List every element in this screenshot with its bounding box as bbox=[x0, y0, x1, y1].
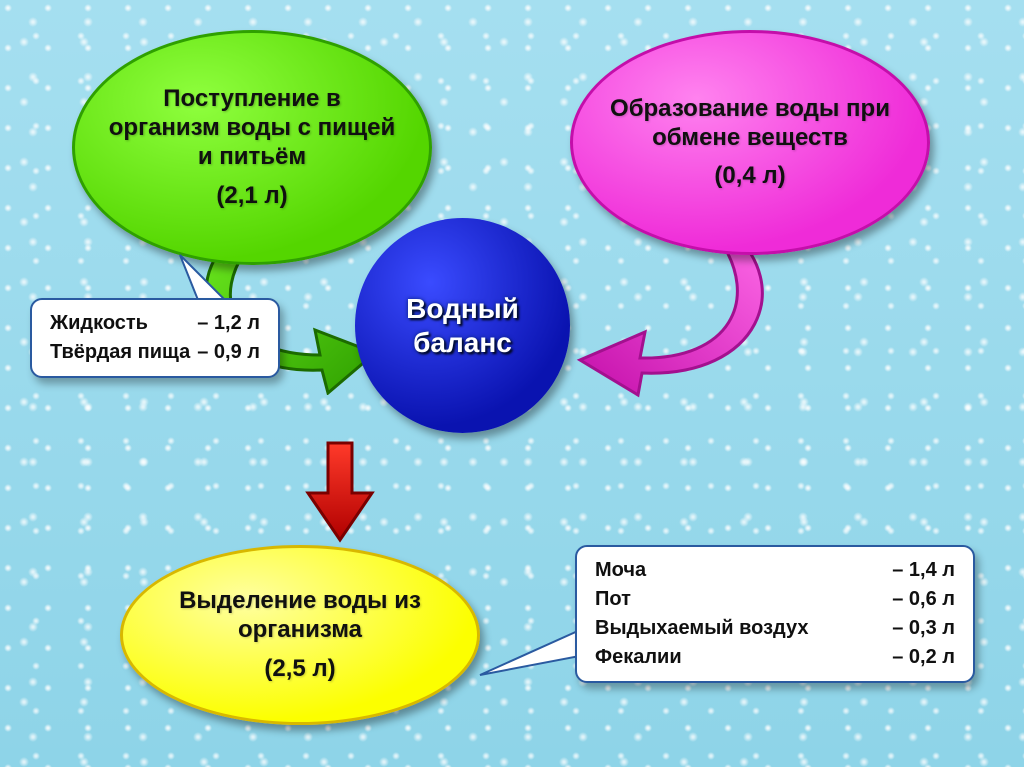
output-detail-row: Выдыхаемый воздух – 0,3 л bbox=[595, 617, 955, 640]
arrow-center-to-output bbox=[300, 438, 380, 548]
output-detail-value: – 1,4 л bbox=[892, 559, 955, 582]
output-detail-label: Фекалии bbox=[595, 646, 682, 669]
metabolic-title: Образование воды при обмене веществ bbox=[603, 95, 897, 153]
output-detail-label: Моча bbox=[595, 559, 646, 582]
output-detail-label: Выдыхаемый воздух bbox=[595, 617, 809, 640]
intake-detail-value: – 0,9 л bbox=[197, 341, 260, 364]
output-detail-value: – 0,2 л bbox=[892, 646, 955, 669]
output-node: Выделение воды из организма (2,5 л) bbox=[120, 545, 480, 725]
metabolic-node: Образование воды при обмене веществ (0,4… bbox=[570, 30, 930, 255]
intake-detail-callout: Жидкость – 1,2 л Твёрдая пища – 0,9 л bbox=[30, 298, 280, 378]
intake-detail-row: Твёрдая пища – 0,9 л bbox=[50, 341, 260, 364]
center-node: Водный баланс bbox=[355, 218, 570, 433]
center-label: Водный баланс bbox=[355, 292, 570, 359]
intake-detail-label: Твёрдая пища bbox=[50, 341, 180, 364]
output-detail-row: Пот – 0,6 л bbox=[595, 588, 955, 611]
output-value: (2,5 л) bbox=[153, 655, 447, 683]
output-title: Выделение воды из организма bbox=[153, 587, 447, 645]
output-detail-value: – 0,6 л bbox=[892, 588, 955, 611]
output-detail-row: Фекалии – 0,2 л bbox=[595, 646, 955, 669]
output-detail-row: Моча – 1,4 л bbox=[595, 559, 955, 582]
intake-detail-label: Жидкость bbox=[50, 312, 148, 335]
output-detail-callout: Моча – 1,4 л Пот – 0,6 л Выдыхаемый возд… bbox=[575, 545, 975, 683]
intake-node: Поступление в организм воды с пищей и пи… bbox=[72, 30, 432, 265]
output-detail-label: Пот bbox=[595, 588, 631, 611]
intake-value: (2,1 л) bbox=[105, 182, 399, 210]
metabolic-value: (0,4 л) bbox=[603, 162, 897, 190]
output-detail-value: – 0,3 л bbox=[892, 617, 955, 640]
intake-detail-row: Жидкость – 1,2 л bbox=[50, 312, 260, 335]
intake-title: Поступление в организм воды с пищей и пи… bbox=[105, 85, 399, 171]
intake-detail-value: – 1,2 л bbox=[197, 312, 260, 335]
